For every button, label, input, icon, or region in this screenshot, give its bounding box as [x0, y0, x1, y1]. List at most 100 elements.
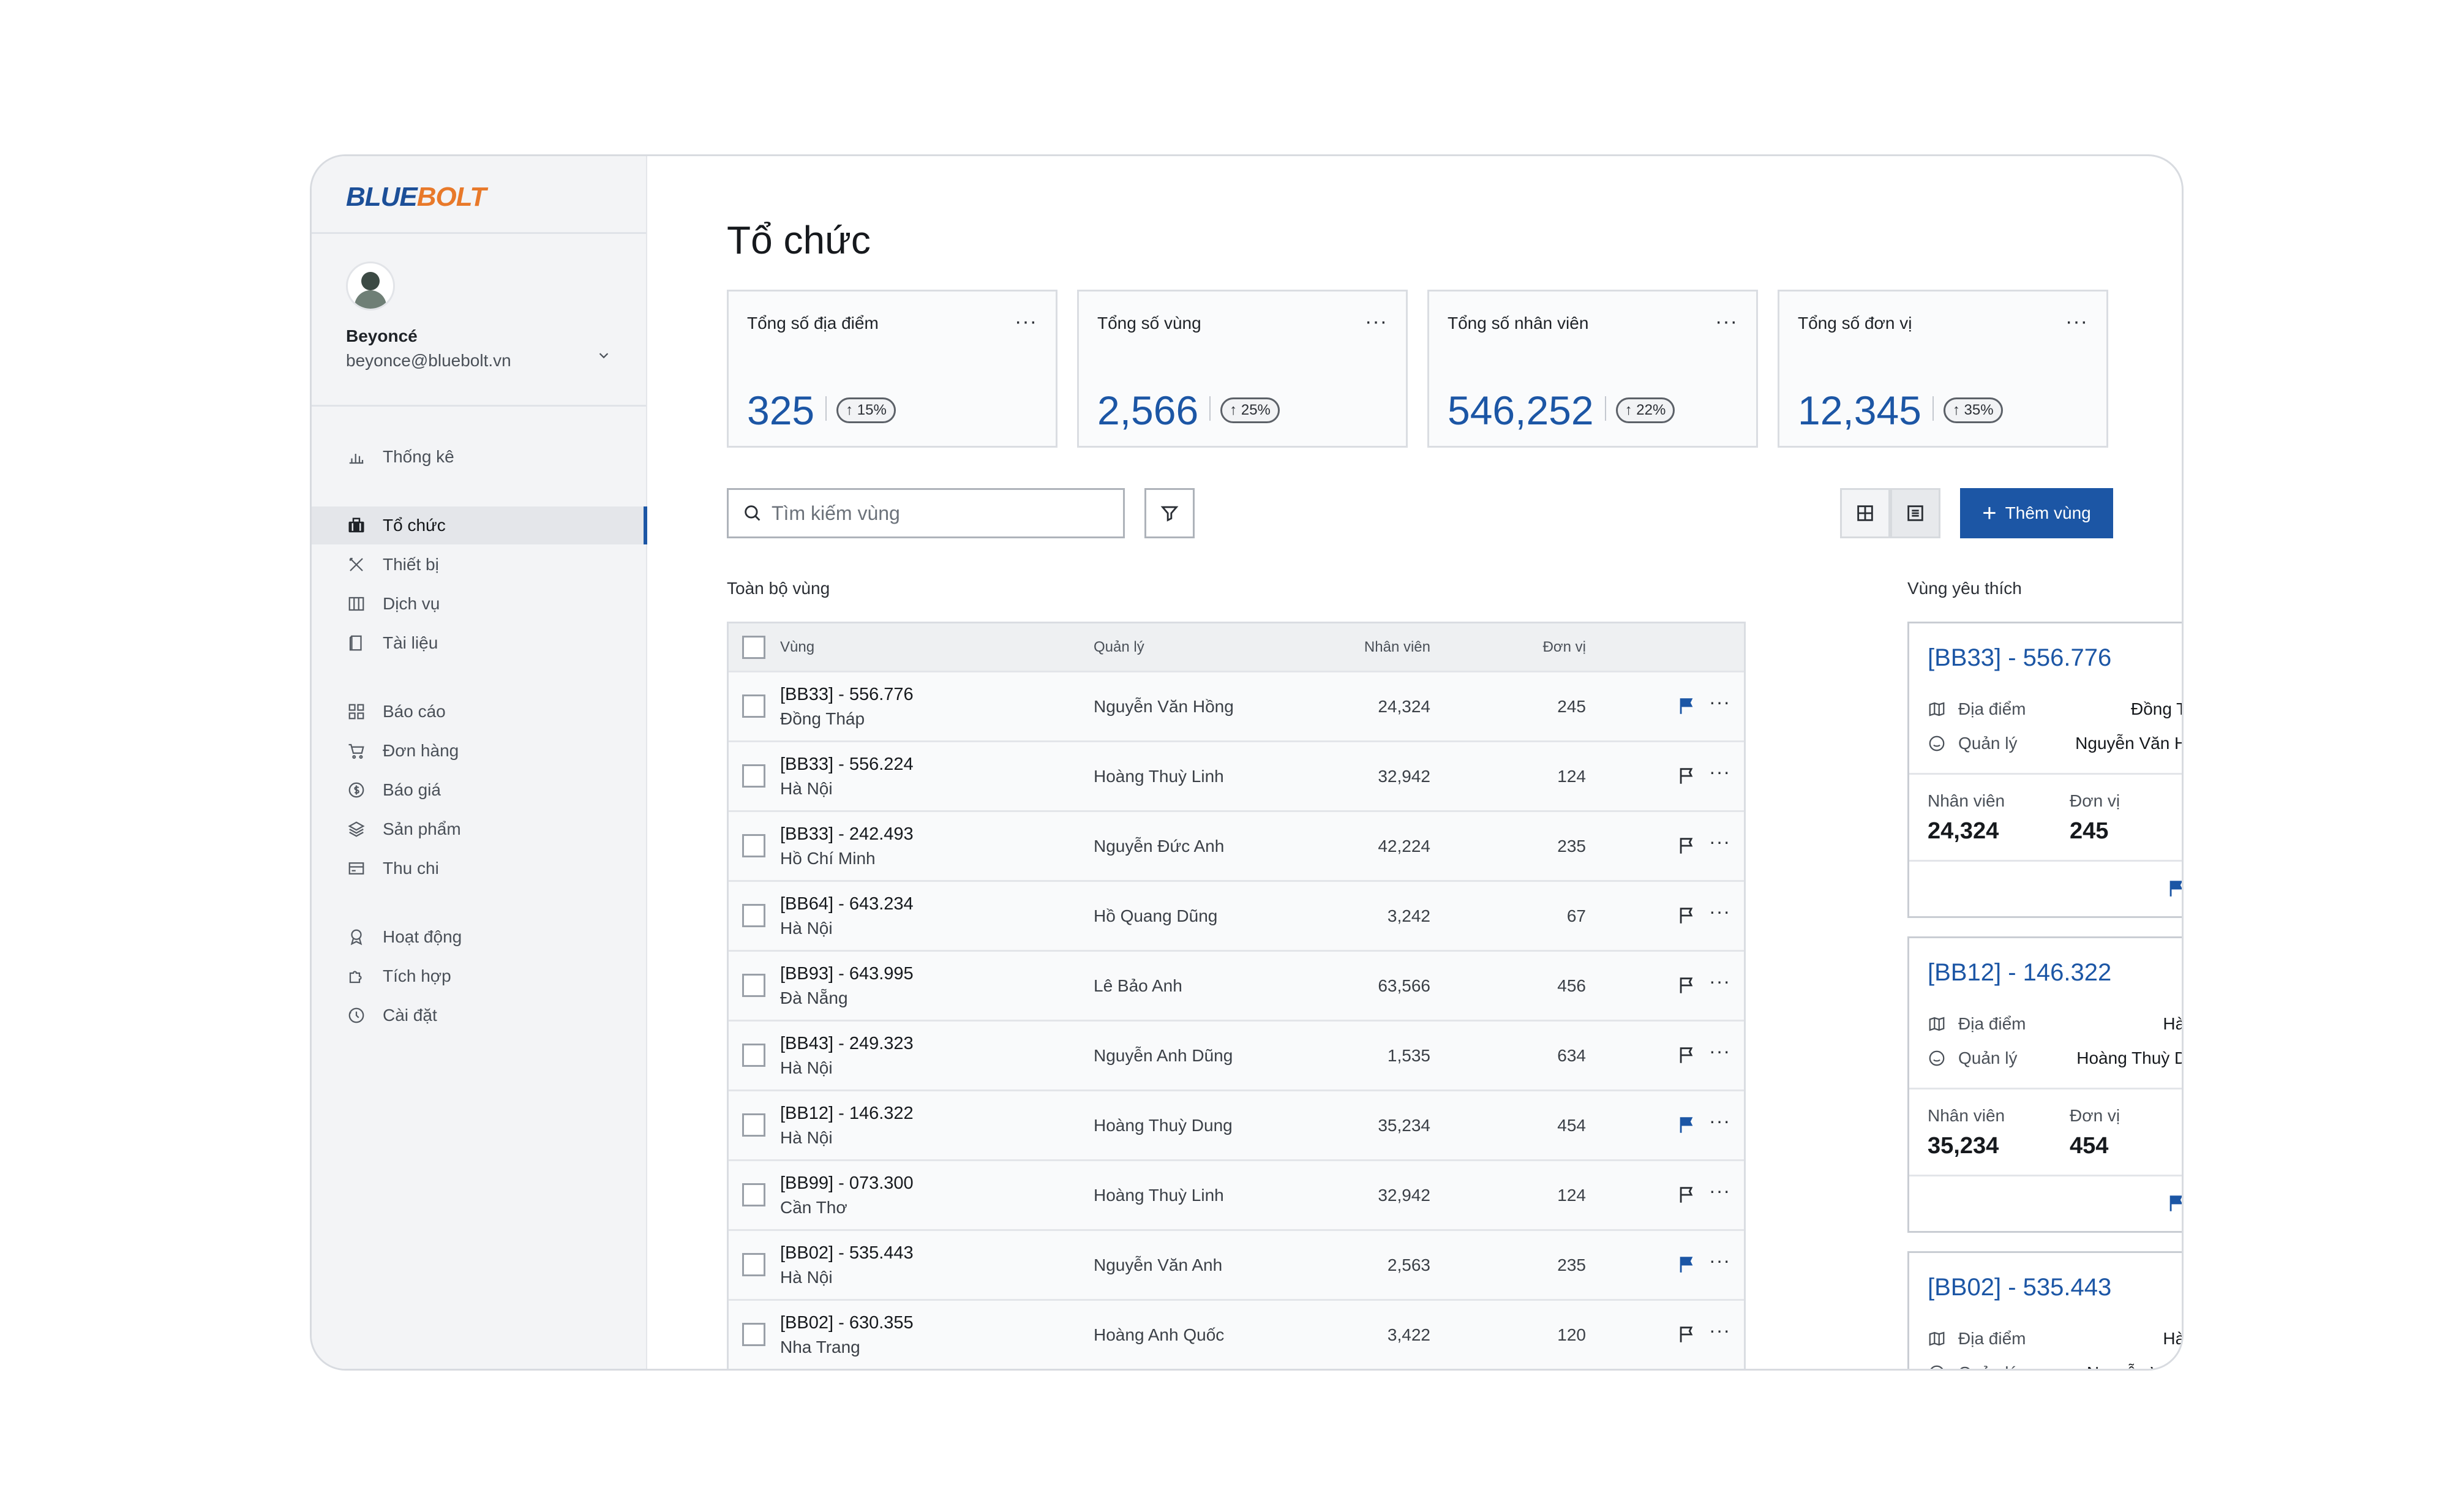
all-regions-title: Toàn bộ vùng	[727, 579, 830, 598]
favorite-location-row: Địa điểm Hà Nội	[1928, 1012, 2182, 1036]
more-icon[interactable]: ···	[1709, 1040, 1730, 1062]
employees-value: 35,234	[1928, 1133, 1999, 1159]
sidebar-item-thu-chi[interactable]: Thu chi	[312, 849, 647, 887]
stat-value: 2,566	[1097, 388, 1199, 433]
region-city: Đà Nẵng	[780, 988, 848, 1007]
select-all-checkbox[interactable]	[742, 636, 765, 659]
table-row[interactable]: [BB02] - 535.443 Hà Nội Nguyễn Văn Anh 2,56…	[729, 1231, 1744, 1301]
sidebar-item-bao-cao[interactable]: Báo cáo	[312, 693, 647, 731]
header-employees[interactable]: Nhân viên	[1364, 638, 1430, 655]
sidebar-item-hoat-dong[interactable]: Hoạt động	[312, 918, 647, 956]
row-checkbox[interactable]	[742, 834, 765, 857]
table-row[interactable]: [BB02] - 630.355 Nha Trang Hoàng Anh Quốc 3…	[729, 1301, 1744, 1369]
change-badge: ↑ 35%	[1943, 397, 2003, 423]
more-icon[interactable]: ···	[2065, 310, 2088, 333]
more-icon[interactable]: ···	[1015, 310, 1037, 333]
header-region[interactable]: Vùng	[780, 638, 815, 655]
table-row[interactable]: [BB43] - 249.323 Hà Nội Nguyễn Anh Dũng 1,5…	[729, 1022, 1744, 1091]
table-row[interactable]: [BB93] - 643.995 Đà Nẵng Lê Bảo Anh 63,566 4…	[729, 952, 1744, 1022]
manager-name: Hoàng Thuỳ Linh	[1094, 767, 1224, 786]
row-checkbox[interactable]	[742, 1323, 765, 1346]
region-code: [BB64] - 643.234	[780, 894, 914, 914]
sidebar-item-tai-lieu[interactable]: Tài liệu	[312, 624, 647, 662]
row-checkbox[interactable]	[742, 1253, 765, 1276]
flag-icon[interactable]	[1677, 766, 1697, 786]
favorite-location-row: Địa điểm Đồng Tháp	[1928, 697, 2182, 721]
flag-icon[interactable]	[1677, 1184, 1697, 1205]
row-checkbox[interactable]	[742, 694, 765, 718]
table-row[interactable]: [BB99] - 073.300 Cần Thơ Hoàng Thuỳ Linh 32…	[729, 1161, 1744, 1231]
favorite-card[interactable]: [BB02] - 535.443 Địa điểm Hà Nội Quản lý Ngu…	[1907, 1251, 2182, 1369]
table-row[interactable]: [BB33] - 556.776 Đồng Tháp Nguyễn Văn Hồng…	[729, 672, 1744, 742]
more-icon[interactable]: ···	[1709, 761, 1730, 783]
sidebar-item-to-chuc[interactable]: Tổ chức	[312, 506, 647, 544]
add-region-button[interactable]: + Thêm vùng	[1960, 488, 2113, 538]
employee-count: 32,942	[1378, 767, 1430, 786]
flag-icon[interactable]	[1677, 1324, 1697, 1345]
flag-icon[interactable]	[2166, 1193, 2182, 1214]
favorite-card[interactable]: [BB33] - 556.776 Địa điểm Đồng Tháp Quản lý…	[1907, 622, 2182, 918]
flag-icon[interactable]	[1677, 1045, 1697, 1066]
grid-view-button[interactable]	[1840, 488, 1890, 538]
flag-icon[interactable]	[1677, 835, 1697, 856]
favorite-code[interactable]: [BB02] - 535.443	[1928, 1274, 2112, 1301]
user-profile[interactable]: Beyoncé beyonce@bluebolt.vn	[346, 262, 628, 371]
row-checkbox[interactable]	[742, 974, 765, 997]
more-icon[interactable]: ···	[1709, 1180, 1730, 1202]
table-row[interactable]: [BB64] - 643.234 Hà Nội Hồ Quang Dũng 3,242…	[729, 882, 1744, 952]
more-icon[interactable]: ···	[1709, 1110, 1730, 1132]
table-row[interactable]: [BB33] - 242.493 Hồ Chí Minh Nguyễn Đức An…	[729, 812, 1744, 882]
more-icon[interactable]: ···	[1709, 970, 1730, 992]
table-row[interactable]: [BB12] - 146.322 Hà Nội Hoàng Thuỳ Dung 35,…	[729, 1091, 1744, 1161]
favorite-card[interactable]: [BB12] - 146.322 Địa điểm Hà Nội Quản lý Hoà…	[1907, 936, 2182, 1233]
header-manager[interactable]: Quản lý	[1094, 638, 1144, 655]
sidebar-item-thiet-bi[interactable]: Thiết bị	[312, 546, 647, 584]
sidebar-item-dich-vu[interactable]: Dịch vụ	[312, 585, 647, 623]
row-checkbox[interactable]	[742, 1183, 765, 1206]
filter-button[interactable]	[1144, 488, 1195, 538]
sidebar-item-thong-ke[interactable]: Thống kê	[312, 438, 647, 476]
sidebar-item-cai-dat[interactable]: Cài đặt	[312, 996, 647, 1034]
row-checkbox[interactable]	[742, 1113, 765, 1137]
more-icon[interactable]: ···	[1709, 1319, 1730, 1341]
stat-value: 325	[747, 388, 815, 433]
row-checkbox[interactable]	[742, 904, 765, 927]
nav-label: Dịch vụ	[383, 594, 440, 613]
nav-label: Cài đặt	[383, 1006, 437, 1025]
sidebar-item-bao-gia[interactable]: Báo giá	[312, 771, 647, 809]
list-view-button[interactable]	[1890, 488, 1940, 538]
flag-icon[interactable]	[1677, 696, 1697, 717]
table-header: Vùng Quản lý Nhân viên Đơn vị	[729, 623, 1744, 672]
more-icon[interactable]: ···	[1715, 310, 1738, 333]
flag-icon[interactable]	[1677, 975, 1697, 996]
region-code: [BB02] - 535.443	[780, 1243, 914, 1263]
table-row[interactable]: [BB33] - 556.224 Hà Nội Hoàng Thuỳ Linh 32,…	[729, 742, 1744, 812]
flag-icon[interactable]	[1677, 1254, 1697, 1275]
more-icon[interactable]: ···	[1365, 310, 1388, 333]
favorite-code[interactable]: [BB12] - 146.322	[1928, 959, 2112, 986]
more-icon[interactable]: ···	[1709, 1249, 1730, 1271]
search-input[interactable]	[772, 502, 1114, 525]
brand-logo[interactable]: BLUEBOLT	[346, 182, 486, 212]
search-box[interactable]	[727, 488, 1125, 538]
more-icon[interactable]: ···	[1709, 830, 1730, 852]
flag-icon[interactable]	[2166, 878, 2182, 899]
sidebar-item-tich-hop[interactable]: Tích hợp	[312, 957, 647, 995]
more-icon[interactable]: ···	[1709, 691, 1730, 713]
unit-count: 235	[1557, 1255, 1586, 1274]
chevron-down-icon[interactable]	[597, 348, 610, 362]
bar-chart-icon	[346, 446, 367, 467]
region-code: [BB33] - 242.493	[780, 824, 914, 844]
favorite-code[interactable]: [BB33] - 556.776	[1928, 644, 2112, 671]
header-units[interactable]: Đơn vị	[1542, 638, 1586, 655]
flag-icon[interactable]	[1677, 1115, 1697, 1135]
region-city: Hà Nội	[780, 779, 833, 798]
sidebar-item-san-pham[interactable]: Sản phẩm	[312, 810, 647, 848]
more-icon[interactable]: ···	[1709, 900, 1730, 922]
sidebar-item-don-hang[interactable]: Đơn hàng	[312, 732, 647, 770]
flag-icon[interactable]	[1677, 905, 1697, 926]
unit-count: 456	[1557, 976, 1586, 995]
row-checkbox[interactable]	[742, 1044, 765, 1067]
row-checkbox[interactable]	[742, 764, 765, 788]
stat-value-row: 325 ↑ 15%	[747, 387, 896, 434]
